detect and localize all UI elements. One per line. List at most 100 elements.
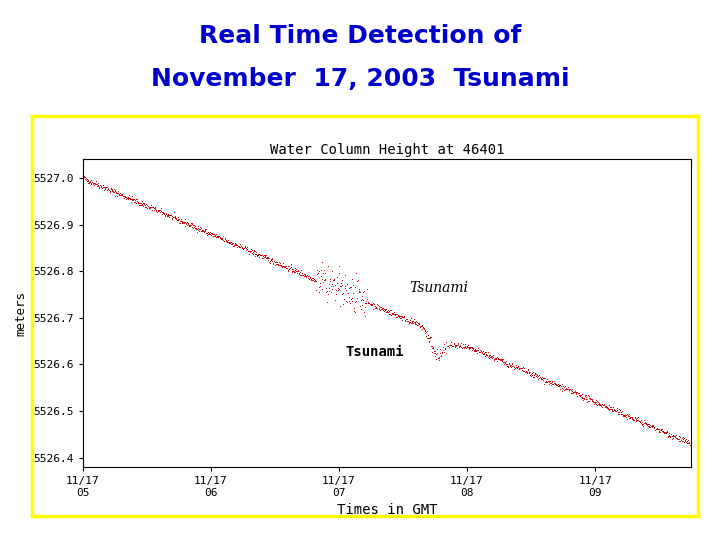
Point [256, 253, 267, 262]
Point [525, 370, 536, 379]
Point [530, 370, 541, 379]
Point [664, 430, 675, 439]
Point [448, 340, 459, 348]
Point [169, 213, 181, 221]
Point [332, 286, 343, 294]
Point [607, 402, 618, 411]
Point [477, 347, 489, 355]
Point [292, 268, 303, 277]
Point [214, 233, 225, 242]
Point [356, 292, 368, 300]
Point [531, 372, 543, 381]
Point [557, 385, 569, 394]
Point [99, 184, 111, 192]
Point [663, 428, 675, 437]
Point [682, 439, 693, 448]
Point [293, 268, 305, 277]
Point [364, 300, 376, 308]
Point [460, 344, 472, 353]
Point [321, 287, 333, 296]
Point [361, 299, 372, 308]
Point [539, 379, 550, 388]
Point [111, 188, 122, 197]
Point [563, 386, 575, 394]
Point [456, 343, 468, 352]
Point [609, 407, 621, 415]
Point [312, 266, 323, 274]
Point [399, 317, 410, 326]
Point [683, 438, 694, 447]
Point [329, 280, 341, 289]
Point [634, 417, 645, 426]
Point [638, 418, 649, 427]
Point [319, 275, 330, 284]
Point [510, 362, 522, 371]
Point [346, 296, 358, 305]
Point [333, 284, 344, 292]
Point [85, 178, 96, 187]
Point [396, 315, 408, 324]
Point [460, 340, 472, 348]
Point [323, 287, 335, 295]
Point [545, 380, 557, 389]
Point [84, 177, 96, 185]
Point [359, 302, 371, 311]
Point [561, 384, 572, 393]
Point [339, 281, 351, 290]
Point [310, 275, 321, 284]
Point [398, 313, 410, 321]
Point [334, 281, 346, 290]
Point [439, 345, 451, 354]
Point [120, 193, 132, 201]
Point [590, 396, 602, 405]
Point [271, 257, 282, 266]
Point [337, 290, 348, 299]
Point [162, 212, 174, 221]
Point [159, 212, 171, 220]
Point [279, 261, 291, 270]
Point [262, 253, 274, 261]
Point [502, 360, 513, 368]
Point [125, 197, 136, 206]
Point [147, 205, 158, 214]
Point [607, 406, 618, 415]
Point [383, 309, 395, 318]
Point [175, 215, 186, 224]
Point [495, 356, 507, 365]
Point [284, 264, 296, 273]
Point [657, 427, 668, 436]
Point [637, 420, 649, 429]
Point [585, 395, 596, 403]
Point [475, 347, 487, 355]
Point [594, 401, 606, 409]
Point [130, 199, 142, 207]
Point [327, 267, 338, 275]
Point [258, 252, 270, 260]
Point [200, 229, 212, 238]
Point [212, 233, 223, 241]
Point [400, 314, 412, 323]
Point [171, 215, 183, 224]
Point [201, 231, 212, 239]
Point [82, 177, 94, 185]
Point [269, 258, 280, 266]
Point [472, 346, 483, 355]
Point [174, 217, 186, 226]
Point [666, 435, 678, 443]
Point [302, 272, 314, 281]
Point [554, 381, 566, 390]
Point [580, 394, 591, 403]
Point [413, 321, 424, 329]
Point [143, 202, 155, 211]
Point [527, 371, 539, 380]
Point [474, 347, 485, 356]
Point [351, 277, 363, 286]
Point [368, 299, 379, 308]
Point [186, 220, 198, 228]
Point [253, 252, 265, 261]
Point [486, 351, 498, 360]
Point [330, 281, 341, 289]
Point [513, 364, 524, 373]
Point [107, 186, 118, 195]
Point [181, 220, 193, 229]
